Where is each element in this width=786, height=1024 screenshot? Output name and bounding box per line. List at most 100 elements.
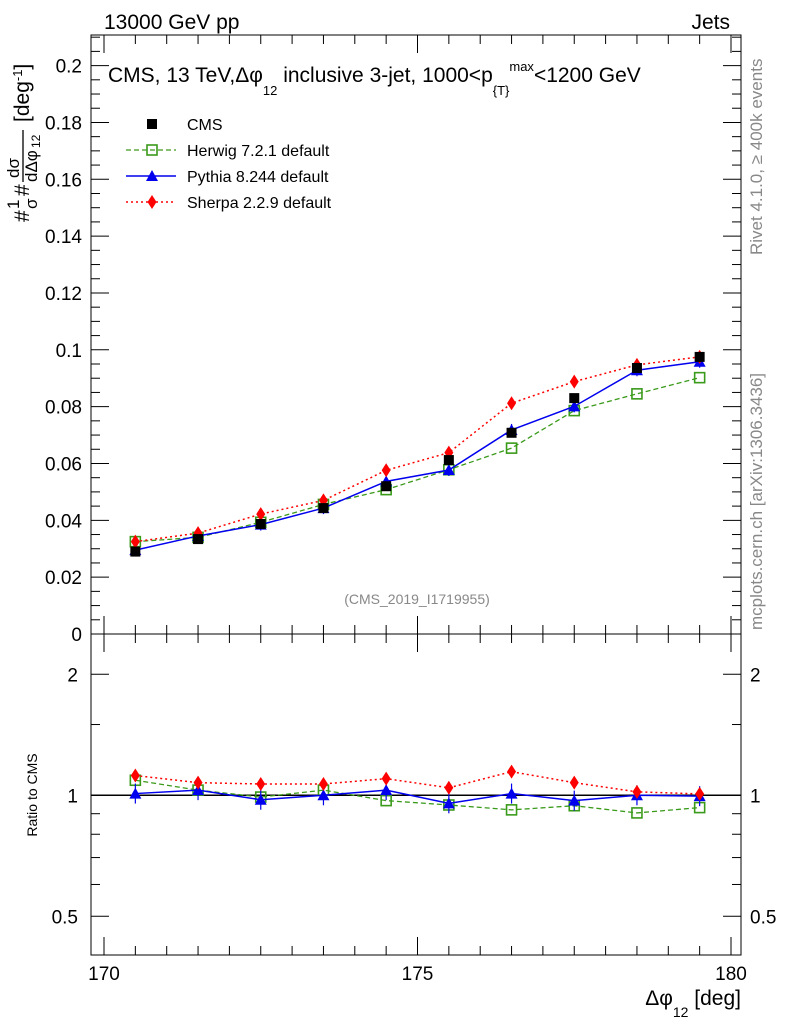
sherpa-ratio-line <box>135 770 700 795</box>
y-tick-label: 0.14 <box>45 227 82 248</box>
sherpa-line <box>135 356 700 543</box>
x-tick-label: 175 <box>402 964 434 985</box>
chart-title: CMS, 13 TeV,Δφ12 inclusive 3-jet, 1000<p… <box>108 59 641 98</box>
cms-point <box>631 362 642 373</box>
x-axis-title: Δφ12 [deg] <box>645 987 741 1020</box>
pythia-ratio-point <box>505 787 518 799</box>
ylabel-frac2-den: dΔφ <box>22 150 41 182</box>
legend-marker-pythia <box>146 170 158 181</box>
header-right: Jets <box>691 11 730 34</box>
herwig-ratio-line <box>135 779 700 814</box>
pythia-ratio-point <box>317 789 330 801</box>
herwig-line <box>135 377 700 543</box>
ylabel-unit-end: ] <box>11 64 34 70</box>
cms-point <box>318 503 329 514</box>
y-tick-label: 0.02 <box>45 568 82 589</box>
cms-point <box>443 455 454 466</box>
cms-point <box>381 481 392 492</box>
sherpa-ratio-point <box>130 768 140 783</box>
title-sub2: {T} <box>493 83 510 98</box>
svg-text:[deg-1]: [deg-1] <box>10 64 34 122</box>
ratio-tick-label-right: 1 <box>750 786 761 807</box>
ylabel-hash2: # <box>11 184 34 196</box>
sherpa-ratio-point <box>632 784 642 799</box>
y-tick-label: 0.1 <box>56 341 82 362</box>
legend: CMS Herwig 7.2.1 default Pythia 8.244 defa… <box>126 117 332 212</box>
cms-point <box>694 351 705 362</box>
pythia-point <box>568 400 581 412</box>
sherpa-ratio-point <box>193 775 203 790</box>
title-main: CMS, 13 TeV,Δφ <box>108 64 263 87</box>
xlabel-sub: 12 <box>673 1004 689 1020</box>
y-tick-label: 0.06 <box>45 454 82 475</box>
x-tick-label: 180 <box>715 964 747 985</box>
ratio-frame <box>90 633 742 956</box>
pythia-line <box>135 360 700 551</box>
xlabel-main: Δφ <box>645 987 673 1010</box>
y-tick-label: 0.16 <box>45 170 82 191</box>
sherpa-point <box>381 463 391 478</box>
sherpa-ratio-point <box>256 776 266 791</box>
legend-marker-cms <box>147 119 157 129</box>
legend-label-sherpa: Sherpa 2.2.9 default <box>187 195 332 212</box>
mcplots-label: mcplots.cern.ch [arXiv:1306.3436] <box>747 373 766 630</box>
legend-marker-herwig <box>146 144 158 156</box>
sherpa-ratio-point <box>569 775 579 790</box>
xlabel-unit: [deg] <box>688 987 741 1010</box>
header-left: 13000 GeV pp <box>104 11 239 34</box>
y-tick-label: 0 <box>71 625 82 646</box>
title-end: <1200 GeV <box>534 64 641 87</box>
ylabel-frac1-den: σ <box>22 198 41 209</box>
legend-label-herwig: Herwig 7.2.1 default <box>187 143 330 160</box>
pythia-point <box>442 464 455 476</box>
herwig-point <box>693 371 706 384</box>
sherpa-ratio-point <box>444 780 454 795</box>
sherpa-point <box>569 374 579 389</box>
analysis-watermark: (CMS_2019_I1719955) <box>344 591 490 607</box>
y-tick-label: 0.12 <box>45 284 82 305</box>
ratio-tick-label-right: 0.5 <box>750 907 776 928</box>
cms-point <box>255 519 266 530</box>
y-tick-label: 0.2 <box>56 57 82 78</box>
pythia-ratio-point <box>442 797 455 809</box>
y-tick-label: 0.18 <box>45 113 82 134</box>
pythia-ratio-point <box>380 784 393 796</box>
ratio-tick-label: 1 <box>67 786 78 807</box>
side-text-bottom: mcplots.cern.ch [arXiv:1306.3436] <box>747 373 766 630</box>
pythia-ratio-line <box>135 789 700 805</box>
ylabel-unit-sup: -1 <box>10 70 25 82</box>
legend-label-cms: CMS <box>187 117 223 134</box>
cms-point <box>193 534 204 545</box>
ylabel-prefix: # <box>11 210 34 222</box>
title-sub: 12 <box>263 83 277 98</box>
sherpa-point <box>507 396 517 411</box>
cms-point <box>130 546 141 557</box>
ratio-tick-label: 0.5 <box>52 907 78 928</box>
legend-label-pythia: Pythia 8.244 default <box>187 169 329 186</box>
pythia-ratio-point <box>129 787 142 799</box>
pythia-ratio-point <box>568 794 581 806</box>
y-tick-label: 0.04 <box>45 511 82 532</box>
ratio-ylabel: Ratio to CMS <box>24 753 40 836</box>
ratio-y-axis-title: Ratio to CMS <box>24 753 40 836</box>
ratio-tick-label-right: 2 <box>750 665 761 686</box>
rivet-label: Rivet 4.1.0, ≥ 400k events <box>747 59 766 255</box>
title-rest: inclusive 3-jet, 1000<p <box>277 64 492 87</box>
ratio-tick-label: 2 <box>67 665 78 686</box>
y-axis-title: # 1 σ # dσ dΔφ 12 [deg-1] <box>4 64 43 222</box>
ylabel-frac1-num: 1 <box>4 200 23 209</box>
herwig-ratio-point <box>505 804 518 816</box>
sherpa-ratio-point <box>695 786 705 801</box>
sherpa-ratio-point <box>318 776 328 791</box>
legend-marker-sherpa <box>147 195 157 209</box>
cms-point <box>569 393 580 404</box>
sherpa-ratio-point <box>381 771 391 786</box>
pythia-ratio-point <box>254 793 267 805</box>
axes: 170 175 180 0 0.02 0.04 0.06 0.08 0.1 0.12 0.14 0.1… <box>45 34 776 985</box>
cms-point <box>506 427 517 438</box>
herwig-ratio-point <box>631 807 643 819</box>
x-tick-label: 170 <box>88 964 120 985</box>
data-marks <box>129 349 706 819</box>
ylabel-frac2-num: dσ <box>4 158 23 178</box>
